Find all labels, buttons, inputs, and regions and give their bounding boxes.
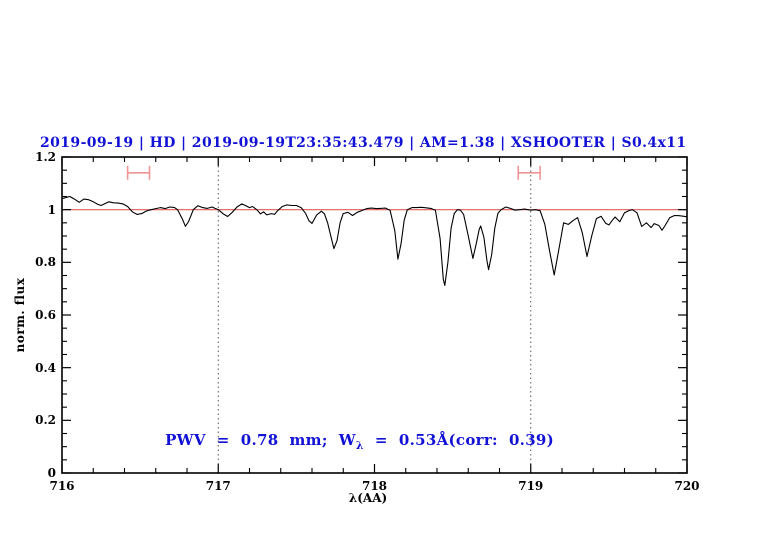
spectrum-line bbox=[61, 195, 688, 287]
x-tick-label: 719 bbox=[518, 479, 544, 493]
y-tick-label: 0.4 bbox=[35, 360, 56, 375]
y-tick-label: 0.2 bbox=[35, 413, 56, 428]
pwv-annotation-subscript: λ bbox=[355, 439, 364, 452]
y-tick-label: 0.8 bbox=[35, 255, 56, 270]
y-tick-label: 0.6 bbox=[35, 308, 56, 322]
x-tick-label: 720 bbox=[674, 479, 700, 493]
pwv-annotation-post: = 0.53Å(corr: 0.39) bbox=[363, 431, 555, 449]
pwv-annotation: PWV = 0.78 mm; Wλ = 0.53Å(corr: 0.39) bbox=[143, 413, 554, 470]
y-tick-label: 0 bbox=[47, 466, 56, 480]
pwv-annotation-pre: PWV = 0.78 mm; W bbox=[165, 431, 356, 449]
y-tick-label: 1 bbox=[47, 202, 56, 217]
plot-title: 2019-09-19 | HD | 2019-09-19T23:35:43.47… bbox=[40, 135, 687, 151]
x-axis-label: λ(AA) bbox=[348, 491, 388, 505]
x-tick-label: 716 bbox=[49, 479, 75, 493]
x-tick-label: 718 bbox=[361, 479, 388, 493]
y-tick-label: 1.2 bbox=[35, 150, 56, 164]
x-tick-label: 717 bbox=[205, 479, 231, 493]
